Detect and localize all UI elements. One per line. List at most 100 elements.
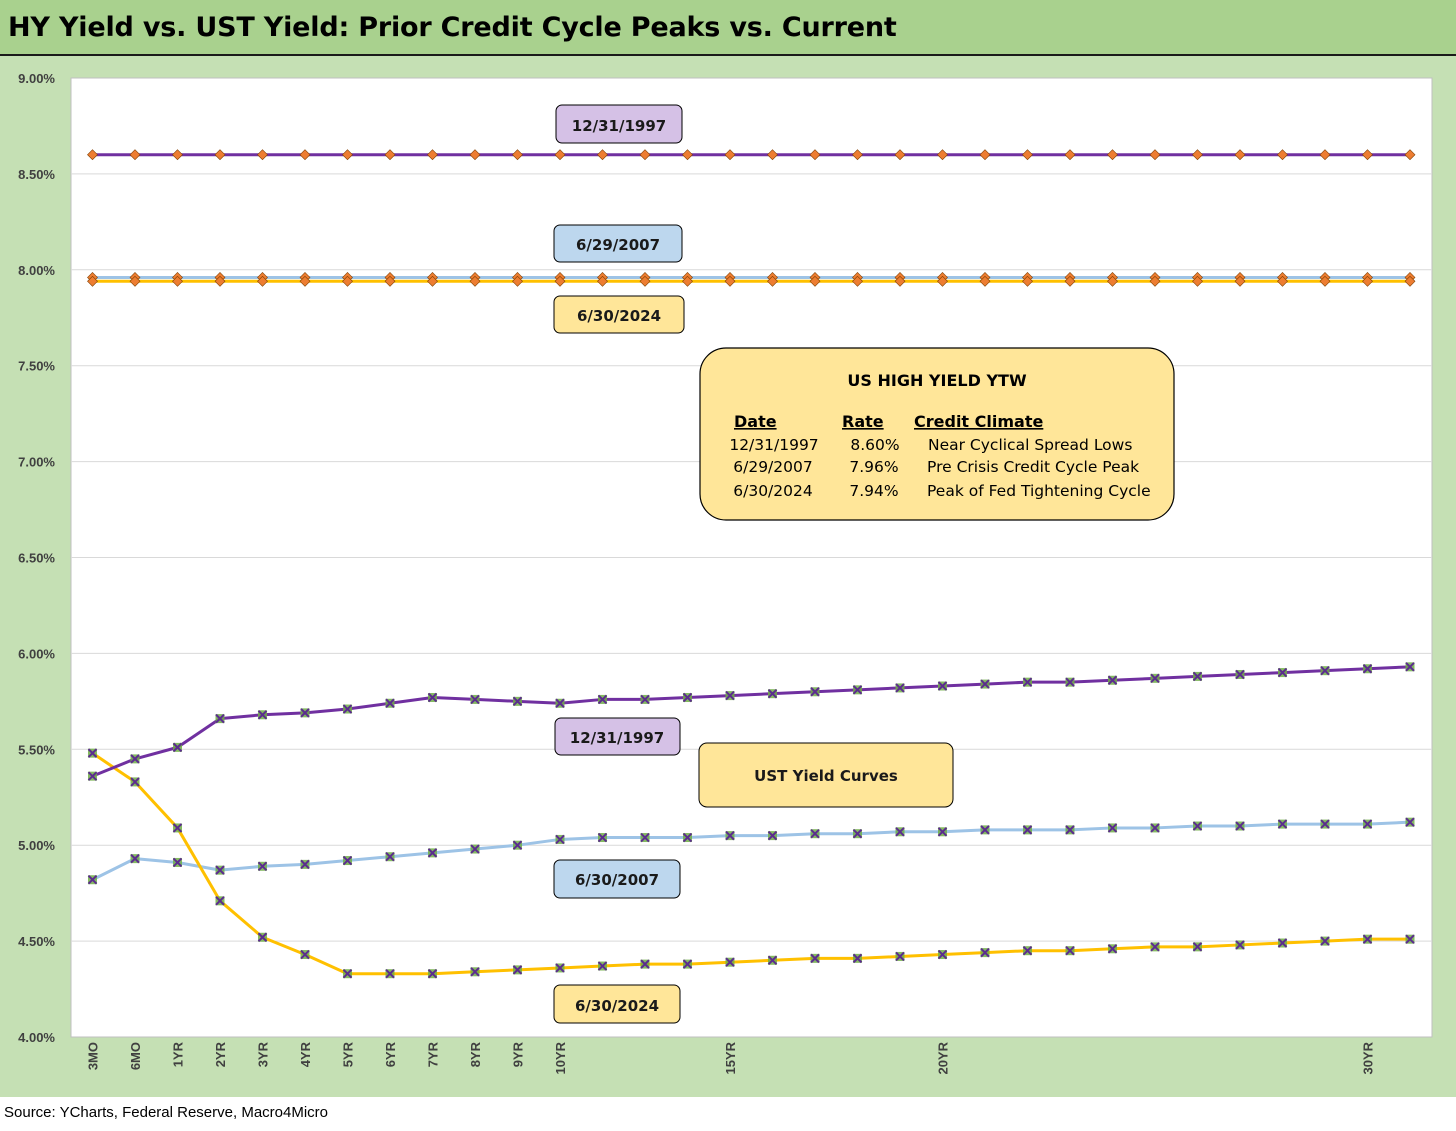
- data-point-x: [1320, 665, 1330, 676]
- data-point-x: [1320, 819, 1330, 829]
- data-point-x: [1107, 675, 1118, 685]
- callout-ust-1997: 12/31/1997: [554, 717, 681, 756]
- callout-ust-1997-text: 12/31/1997: [570, 729, 664, 747]
- x-tick-label: 1YR: [171, 1041, 186, 1067]
- data-point-diamond: [1149, 149, 1161, 161]
- data-point-diamond: [724, 275, 736, 287]
- data-point-diamond: [1107, 149, 1118, 161]
- data-point-x: [810, 828, 820, 839]
- y-tick-label: 8.00%: [18, 263, 55, 278]
- data-point-diamond: [979, 275, 991, 287]
- data-point-x: [512, 696, 523, 707]
- data-point-x: [172, 742, 183, 753]
- data-point-x: [555, 834, 565, 845]
- data-point-x: [427, 848, 438, 858]
- data-point-x: [1277, 819, 1288, 829]
- data-point-diamond: [852, 149, 863, 161]
- data-point-x: [1405, 934, 1415, 944]
- data-point-x: [1405, 662, 1415, 672]
- data-point-x: [1362, 819, 1373, 829]
- data-point-diamond: [1022, 275, 1033, 287]
- data-point-x: [895, 951, 905, 962]
- data-point-x: [427, 968, 438, 979]
- data-point-diamond: [384, 275, 396, 287]
- data-point-diamond: [852, 275, 863, 287]
- data-point-diamond: [894, 149, 906, 161]
- info-box-row-date: 6/30/2024: [733, 482, 812, 500]
- data-point-x: [640, 694, 650, 705]
- data-point-x: [1022, 677, 1033, 687]
- data-point-x: [1362, 934, 1373, 944]
- data-point-x: [895, 683, 905, 693]
- data-point-diamond: [214, 275, 226, 287]
- data-point-x: [385, 968, 395, 979]
- data-point-diamond: [682, 275, 693, 287]
- callout-ust-2024: 6/30/2024: [553, 984, 681, 1024]
- data-point-x: [470, 967, 480, 977]
- data-point-diamond: [682, 149, 693, 161]
- data-point-x: [215, 865, 225, 875]
- page-title: HY Yield vs. UST Yield: Prior Credit Cyc…: [8, 12, 897, 43]
- series-line: [91, 751, 1410, 976]
- callout-hy-1997-text: 12/31/1997: [572, 117, 666, 135]
- data-point-diamond: [1022, 149, 1033, 161]
- data-point-diamond: [512, 149, 523, 161]
- data-point-x: [682, 692, 693, 703]
- data-point-x: [980, 679, 990, 689]
- data-point-x: [1150, 673, 1160, 684]
- data-point-x: [342, 704, 353, 714]
- data-point-x: [1065, 945, 1075, 956]
- data-point-x: [1192, 821, 1203, 831]
- data-point-x: [937, 827, 948, 837]
- series-markers: [87, 149, 1416, 979]
- data-point-x: [215, 896, 225, 906]
- y-tick-label: 4.50%: [18, 934, 55, 949]
- data-point-x: [810, 687, 820, 697]
- x-tick-label: 6MO: [128, 1042, 143, 1070]
- data-point-x: [682, 832, 693, 843]
- callout-ust-2024-text: 6/30/2024: [575, 997, 659, 1015]
- data-point-x: [852, 685, 863, 695]
- data-point-x: [1107, 944, 1118, 954]
- data-point-diamond: [1192, 149, 1203, 161]
- data-point-diamond: [427, 275, 438, 287]
- x-tick-label: 9YR: [511, 1041, 526, 1067]
- callout-ust-curves-text: UST Yield Curves: [754, 767, 898, 785]
- data-point-x: [852, 953, 863, 964]
- data-point-diamond: [299, 275, 311, 287]
- x-tick-label: 10YR: [553, 1041, 568, 1074]
- data-point-diamond: [1149, 275, 1161, 287]
- data-point-diamond: [1277, 275, 1288, 287]
- y-tick-label: 6.00%: [18, 646, 55, 661]
- data-point-diamond: [342, 149, 353, 161]
- info-box-header-rate: Rate: [842, 412, 884, 431]
- data-point-x: [767, 688, 778, 699]
- data-point-x: [555, 698, 565, 708]
- data-point-diamond: [809, 275, 821, 287]
- y-axis: 9.00% 8.50% 8.00% 7.50% 7.00% 6.50% 6.00% 5.50%…: [18, 71, 55, 1045]
- data-point-diamond: [809, 149, 821, 161]
- data-point-diamond: [1234, 275, 1246, 287]
- data-point-diamond: [469, 149, 481, 161]
- data-point-diamond: [172, 275, 183, 287]
- data-point-diamond: [597, 275, 608, 287]
- data-point-diamond: [1192, 275, 1203, 287]
- info-box-row-rate: 7.96%: [849, 458, 898, 476]
- info-box-row-rate: 8.60%: [850, 436, 899, 454]
- data-point-x: [87, 771, 98, 781]
- data-point-x: [1235, 821, 1245, 831]
- data-point-x: [725, 830, 735, 841]
- data-point-x: [257, 710, 268, 720]
- y-tick-label: 9.00%: [18, 71, 55, 86]
- x-tick-label: 6YR: [383, 1041, 398, 1067]
- data-point-diamond: [172, 149, 183, 161]
- data-point-diamond: [87, 275, 98, 287]
- data-point-x: [1235, 940, 1245, 950]
- data-point-diamond: [469, 275, 481, 287]
- data-point-x: [1277, 938, 1288, 948]
- info-box: US HIGH YIELD YTW Date Rate Credit Clima…: [699, 347, 1175, 521]
- title-bar: HY Yield vs. UST Yield: Prior Credit Cyc…: [0, 0, 1456, 56]
- info-box-title: US HIGH YIELD YTW: [847, 371, 1027, 390]
- data-point-diamond: [597, 149, 608, 161]
- data-point-diamond: [1404, 275, 1416, 287]
